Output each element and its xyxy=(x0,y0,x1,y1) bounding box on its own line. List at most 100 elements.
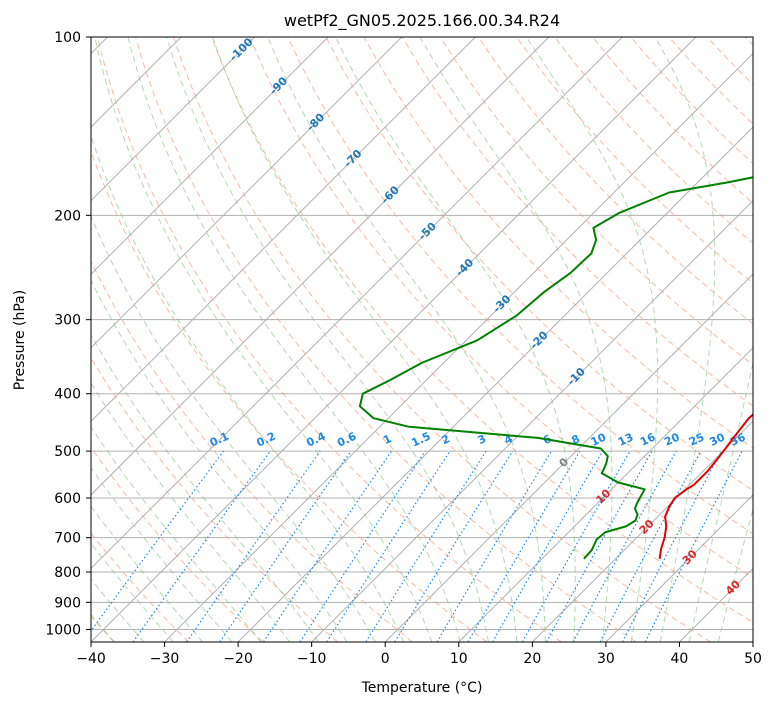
x-tick-label: 40 xyxy=(671,651,689,667)
isotherm xyxy=(91,37,329,275)
x-axis-label: Temperature (°C) xyxy=(361,680,483,696)
moist-adiabat xyxy=(91,578,145,642)
mixing-ratio-label: 1.5 xyxy=(409,430,432,450)
moist-adiabat xyxy=(335,37,576,642)
mixing-ratio-line xyxy=(299,450,426,642)
y-tick-label: 500 xyxy=(54,444,81,460)
dry-adiabat xyxy=(91,260,413,642)
moist-adiabat xyxy=(91,333,319,642)
mixing-ratio-line xyxy=(262,450,392,642)
x-tick-label: 50 xyxy=(744,651,762,667)
moist-adiabat xyxy=(91,466,233,642)
isotherm-label: 30 xyxy=(680,547,700,567)
isotherm-label: -30 xyxy=(490,292,513,315)
moist-adiabat xyxy=(525,37,659,642)
moist-adiabat xyxy=(267,37,546,642)
isotherm-label: -70 xyxy=(341,147,364,170)
mixing-ratio-label: 0.4 xyxy=(304,429,327,449)
x-tick-label: 10 xyxy=(450,651,468,667)
y-tick-label: 300 xyxy=(54,313,81,329)
mixing-ratio-line xyxy=(186,450,321,642)
dry-adiabat xyxy=(249,37,753,579)
moist-adiabat xyxy=(91,542,174,642)
x-tick-label: −40 xyxy=(76,651,106,667)
dry-adiabat xyxy=(211,37,753,623)
mixing-ratio-label: 25 xyxy=(687,431,706,449)
x-tick-label: 20 xyxy=(523,651,541,667)
moist-adiabat xyxy=(166,37,489,642)
mixing-ratio-line xyxy=(546,450,653,642)
moist-adiabat xyxy=(212,37,518,642)
isotherm xyxy=(458,347,753,642)
isotherm xyxy=(384,273,753,642)
isotherm-label: -80 xyxy=(304,110,327,133)
x-tick-label: 0 xyxy=(381,651,390,667)
dry-adiabat xyxy=(706,37,753,86)
y-axis-label: Pressure (hPa) xyxy=(12,290,28,390)
dry-adiabat xyxy=(91,532,189,642)
moist-adiabats xyxy=(91,37,753,642)
mixing-ratio-line xyxy=(521,450,631,642)
dry-adiabat xyxy=(477,37,753,325)
x-tick-label: −20 xyxy=(223,651,253,667)
moist-adiabat xyxy=(688,360,753,642)
y-tick-label: 400 xyxy=(54,387,81,403)
mixing-ratio-line xyxy=(436,450,553,642)
dry-adiabat xyxy=(91,446,264,642)
y-tick-label: 600 xyxy=(54,491,81,507)
temperature-profile xyxy=(658,413,753,559)
isotherm xyxy=(164,52,753,642)
isotherm-label: 0 xyxy=(557,455,572,470)
isotherm xyxy=(605,494,753,642)
isotherm xyxy=(91,37,623,570)
isotherm xyxy=(237,126,753,642)
mixing-ratio-line xyxy=(219,450,352,642)
isotherm xyxy=(91,37,550,496)
chart-title: wetPf2_GN05.2025.166.00.34.R24 xyxy=(284,11,560,31)
dry-adiabat xyxy=(744,37,753,46)
mixing-ratio-label: 10 xyxy=(589,430,609,448)
mixing-ratio-label: 30 xyxy=(707,430,727,448)
isotherm xyxy=(752,641,753,642)
moist-adiabat xyxy=(654,37,716,642)
isotherm xyxy=(91,37,697,642)
y-tick-label: 900 xyxy=(54,595,81,611)
sounding-series xyxy=(358,176,753,560)
mixing-ratio-label: 13 xyxy=(616,431,635,449)
mixing-ratio-label: 20 xyxy=(662,430,682,448)
x-tick-label: 30 xyxy=(597,651,615,667)
dry-adiabats xyxy=(91,37,753,642)
moist-adiabat xyxy=(94,37,433,642)
moist-adiabat xyxy=(91,134,405,642)
mixing-ratio-line xyxy=(326,450,451,642)
y-axis-ticks: 100 200 300 400 500 600 700 800 900 1000 xyxy=(45,30,91,638)
mixing-ratio-line xyxy=(91,450,224,632)
y-tick-label: 200 xyxy=(54,208,81,224)
plot-frame xyxy=(90,36,754,643)
moist-adiabat xyxy=(91,382,291,642)
mixing-ratio-label: 0.6 xyxy=(335,430,358,450)
dry-adiabat xyxy=(173,37,711,642)
isotherm xyxy=(91,37,403,349)
dry-adiabat xyxy=(96,37,562,642)
dry-adiabat xyxy=(325,37,753,492)
mixing-ratio-label: 1 xyxy=(381,432,393,447)
dry-adiabat xyxy=(287,37,753,535)
isotherm xyxy=(91,37,256,202)
plot-area: -100-90-80-70-60-50-40-30-20-10010203040… xyxy=(91,37,753,642)
mixing-ratio-lines xyxy=(91,450,743,642)
dry-adiabat xyxy=(91,356,339,642)
x-tick-label: −30 xyxy=(150,651,180,667)
mixing-ratio-line xyxy=(132,450,271,642)
dry-adiabat xyxy=(91,149,488,642)
moist-adiabat xyxy=(717,507,753,642)
dry-adiabat xyxy=(592,37,753,204)
skewed-isotherms xyxy=(91,37,753,642)
mixing-ratio-label: 36 xyxy=(728,430,748,448)
dry-adiabat xyxy=(668,37,753,125)
moist-adiabat xyxy=(419,37,613,642)
mixing-ratio-line xyxy=(572,450,677,642)
moist-adiabat xyxy=(91,214,376,642)
moist-adiabat xyxy=(91,426,262,642)
